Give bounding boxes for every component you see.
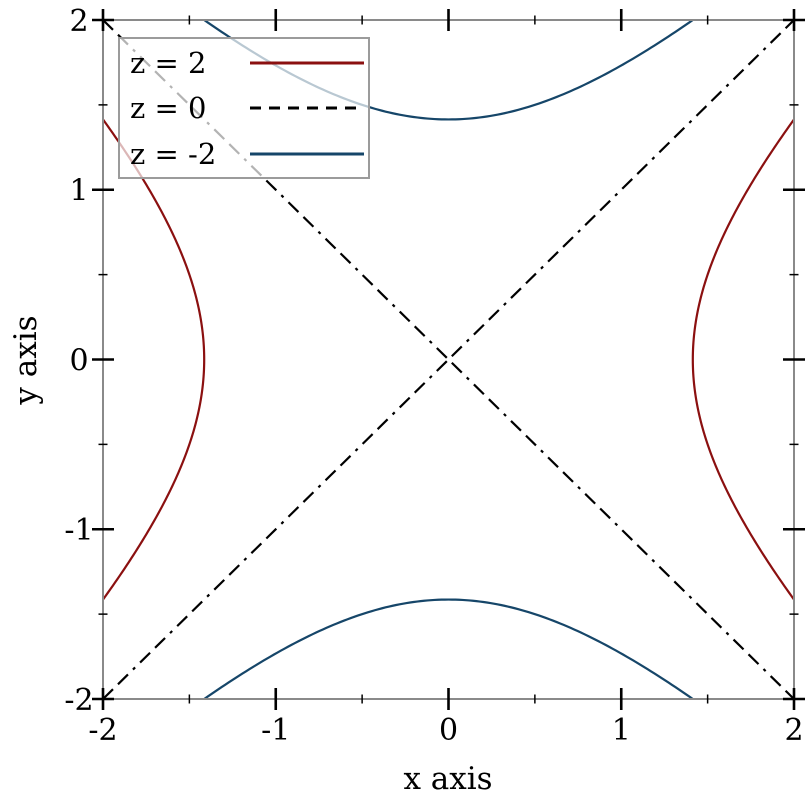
x-tick-label--1: -1 [261,713,290,748]
x-tick-label-2: 2 [784,713,803,748]
x-tick-label-0: 0 [439,713,458,748]
contour-curves [102,19,795,700]
y-tick-label--1: -1 [64,513,93,548]
plot-frame-and-ticks [92,9,805,710]
y-tick-label--2: -2 [64,683,93,718]
legend-label-z0: z = 0 [130,91,207,125]
legend-item-z2: z = 2 [130,41,368,85]
contour-z0-line-asc [102,19,795,700]
legend-item-zm2: z = -2 [130,132,368,176]
x-axis-label: x axis [403,761,492,797]
x-tick-label--2: -2 [88,713,117,748]
legend-line-sample-z0 [250,106,364,110]
legend-item-z0: z = 0 [130,86,368,130]
legend-line-sample-zm2 [250,152,364,155]
y-tick-label-1: 1 [69,174,88,209]
contour-z-2-bottom-branch [203,598,694,700]
y-axis-label: y axis [8,315,44,405]
legend: z = 2 z = 0 z = -2 [118,37,370,179]
y-tick-label-0: 0 [69,343,88,378]
contour-z2-right-branch [691,118,795,601]
legend-label-zm2: z = -2 [130,136,217,171]
x-tick-label-1: 1 [612,713,631,748]
legend-line-sample-z2 [250,61,364,64]
y-tick-label-2: 2 [69,4,88,39]
tick-labels: -2 -1 0 1 2 -2 -1 0 1 2 [64,4,803,748]
contour-z2-left-branch [102,118,206,601]
legend-label-z2: z = 2 [130,45,207,80]
